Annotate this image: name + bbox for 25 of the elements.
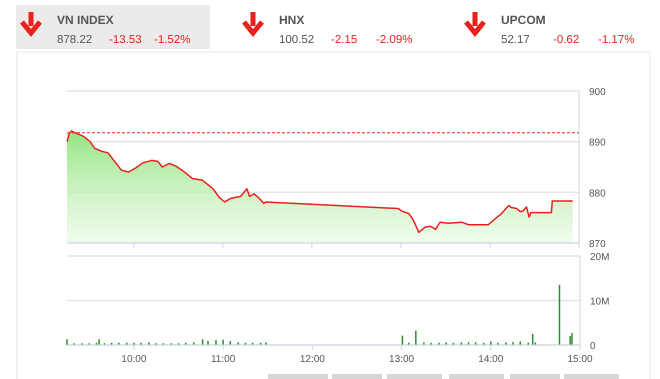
y-tick-label: 0 bbox=[590, 341, 596, 352]
data-label: 878.22 bbox=[57, 34, 92, 46]
y-tick-label: 900 bbox=[589, 87, 606, 98]
data-label: -13.53 bbox=[109, 34, 142, 46]
data-label: -2.09% bbox=[376, 34, 412, 46]
x-tick-label: 13:00 bbox=[389, 354, 415, 365]
x-tick-label: 15:00 bbox=[567, 354, 593, 365]
data-label: 52.17 bbox=[501, 34, 530, 46]
y-tick-label: 10M bbox=[590, 296, 610, 308]
data-label: -1.17% bbox=[598, 34, 634, 46]
data-label: -0.62 bbox=[553, 34, 580, 46]
x-tick-label: 11:00 bbox=[210, 354, 236, 365]
x-tick-label: 10:00 bbox=[121, 354, 147, 365]
category-label: HNX bbox=[279, 13, 304, 27]
y-tick-label: 870 bbox=[589, 239, 606, 250]
data-label: -2.15 bbox=[331, 34, 358, 46]
data-label: -1.52% bbox=[154, 34, 190, 46]
y-tick-label: 20M bbox=[590, 252, 610, 263]
data-label: 100.52 bbox=[279, 34, 314, 46]
category-label: VN INDEX bbox=[57, 13, 114, 27]
y-tick-label: 880 bbox=[589, 188, 606, 200]
y-tick-label: 890 bbox=[589, 138, 606, 149]
category-label: UPCOM bbox=[501, 13, 546, 27]
x-tick-label: 12:00 bbox=[300, 354, 326, 365]
x-tick-label: 14:00 bbox=[478, 354, 504, 365]
